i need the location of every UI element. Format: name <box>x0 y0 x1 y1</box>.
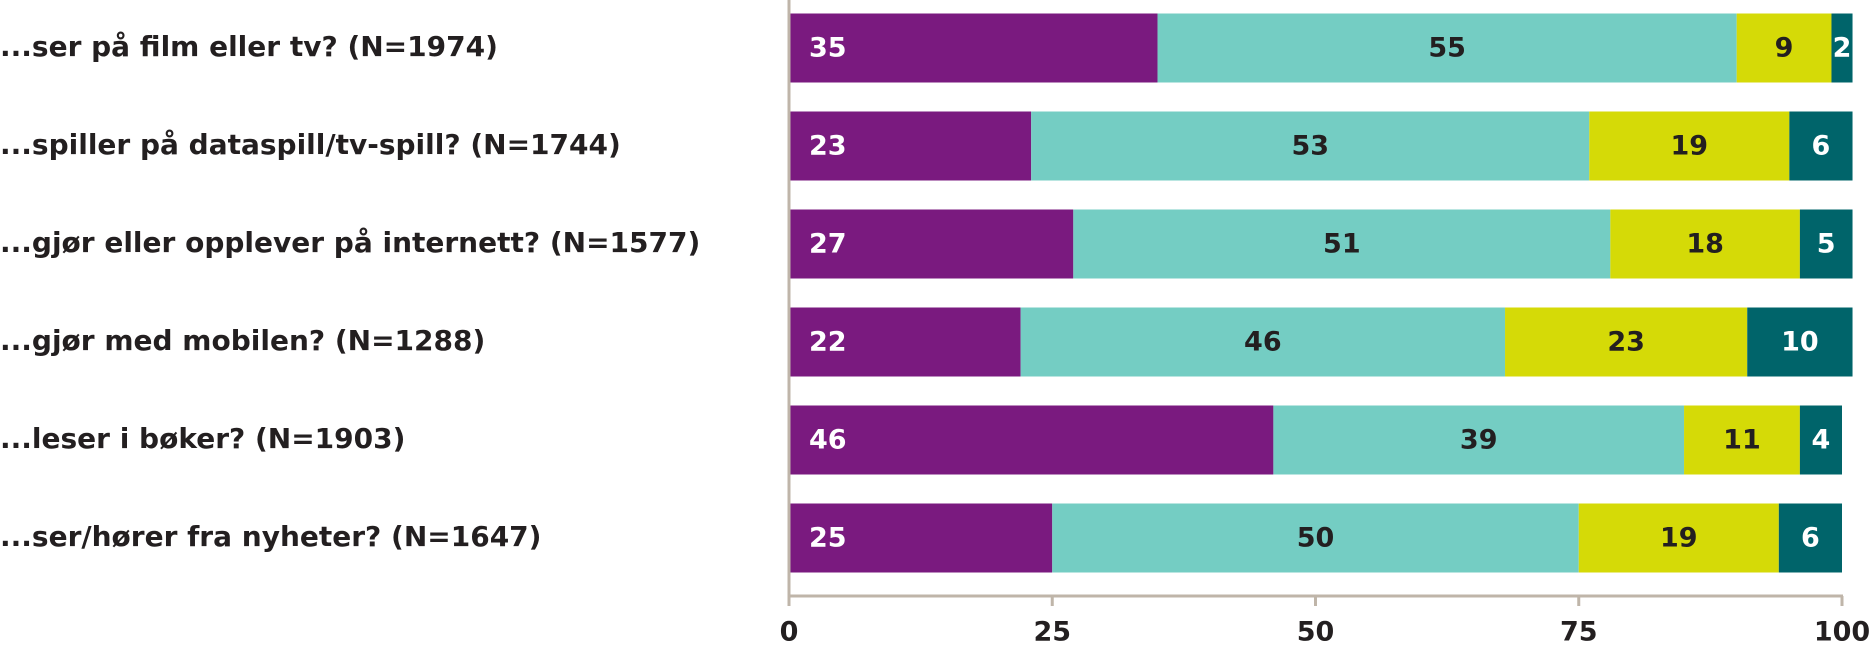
value-label: 10 <box>1781 327 1819 358</box>
x-tick-label: 25 <box>1033 617 1071 648</box>
bar-segment <box>1778 503 1842 573</box>
bar-segment <box>1031 111 1590 181</box>
bar-segment <box>1789 111 1853 181</box>
bar-segment <box>789 13 1158 83</box>
bar-segment <box>1505 307 1748 377</box>
value-label: 22 <box>809 327 847 358</box>
value-label: 39 <box>1460 425 1498 456</box>
value-label: 23 <box>1607 327 1645 358</box>
value-label: 6 <box>1801 523 1820 554</box>
bar-segment <box>1157 13 1737 83</box>
value-label: 27 <box>809 229 847 260</box>
bar-segment <box>789 307 1021 377</box>
bar-segment <box>1578 503 1779 573</box>
value-label: 46 <box>809 425 847 456</box>
category-label: ...spiller på dataspill/tv-spill? (N=174… <box>0 128 621 161</box>
value-label: 46 <box>1244 327 1282 358</box>
category-label: ...gjør eller opplever på internett? (N=… <box>0 226 700 259</box>
x-tick-label: 0 <box>780 617 799 648</box>
category-label: ...leser i bøker? (N=1903) <box>0 422 405 455</box>
value-label: 11 <box>1723 425 1761 456</box>
x-tick-label: 50 <box>1297 617 1335 648</box>
value-label: 2 <box>1833 33 1852 64</box>
x-tick-label: 75 <box>1560 617 1598 648</box>
value-label: 18 <box>1686 229 1724 260</box>
category-label: ...ser på film eller tv? (N=1974) <box>0 30 498 63</box>
value-label: 9 <box>1775 33 1794 64</box>
bar-segment <box>1736 13 1832 83</box>
value-label: 51 <box>1323 229 1361 260</box>
bar-segment <box>789 209 1074 279</box>
bar-segment <box>1052 503 1579 573</box>
value-label: 23 <box>809 131 847 162</box>
category-label: ...ser/hører fra nyheter? (N=1647) <box>0 520 541 553</box>
value-label: 35 <box>809 33 847 64</box>
bar-segment <box>1073 209 1611 279</box>
value-label: 19 <box>1660 523 1698 554</box>
value-label: 5 <box>1817 229 1836 260</box>
value-label: 4 <box>1812 425 1831 456</box>
value-label: 55 <box>1428 33 1466 64</box>
bar-segment <box>1831 13 1853 83</box>
value-label: 53 <box>1291 131 1329 162</box>
value-label: 19 <box>1671 131 1709 162</box>
bar-segment <box>1684 405 1800 475</box>
bar-segment <box>1799 209 1853 279</box>
bar-segment <box>789 405 1274 475</box>
category-label: ...gjør med mobilen? (N=1288) <box>0 324 485 357</box>
bar-segment <box>789 111 1032 181</box>
bar-segment <box>789 503 1053 573</box>
bar-segment <box>1020 307 1506 377</box>
value-label: 50 <box>1297 523 1335 554</box>
bar-segment <box>1589 111 1790 181</box>
value-label: 25 <box>809 523 847 554</box>
bar-segment <box>1610 209 1800 279</box>
bar-segment <box>1273 405 1685 475</box>
bar-segment <box>1799 405 1842 475</box>
x-tick-label: 100 <box>1814 617 1870 648</box>
bar-segment <box>1747 307 1853 377</box>
value-label: 6 <box>1812 131 1831 162</box>
